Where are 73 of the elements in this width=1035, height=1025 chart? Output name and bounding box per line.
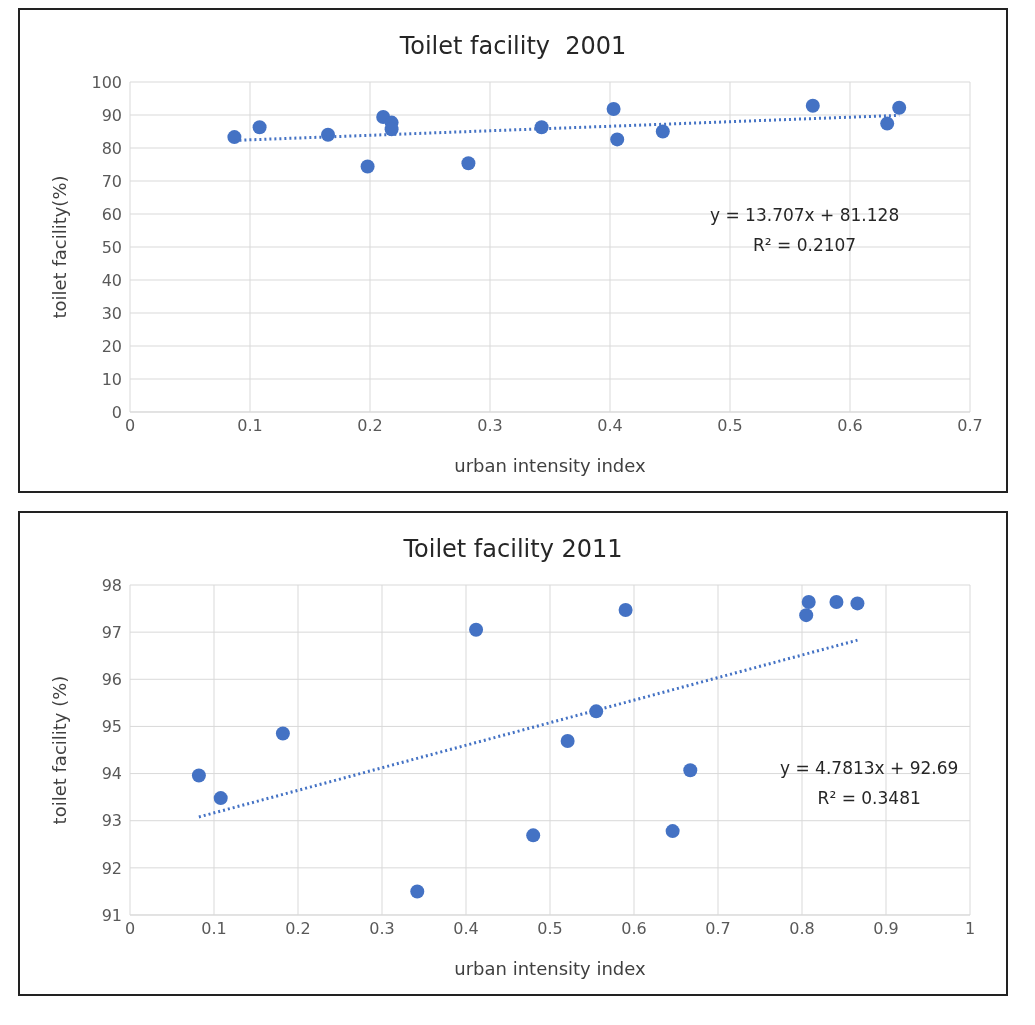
x-tick-label: 0.4	[453, 919, 479, 939]
y-tick-label: 95	[101, 717, 122, 737]
y-tick-label: 97	[101, 622, 122, 642]
x-tick-label: 0.8	[789, 919, 815, 939]
point	[191, 768, 206, 783]
point	[213, 791, 228, 806]
point	[275, 726, 290, 741]
y-tick-label: 92	[101, 858, 122, 878]
y-tick-label: 80	[101, 138, 122, 158]
point	[892, 100, 907, 115]
y-tick-label: 70	[101, 171, 122, 191]
y-tick-label: 50	[101, 237, 122, 257]
chart-title: Toilet facility 2011	[402, 535, 624, 565]
x-tick-label: 0.3	[477, 416, 503, 436]
y-tick-label: 98	[101, 575, 122, 595]
x-tick-label: 0.6	[621, 919, 647, 939]
annotation: R² = 0.3481	[816, 787, 922, 810]
point	[850, 596, 865, 611]
x-tick-label: 1	[964, 919, 976, 939]
point	[321, 127, 335, 142]
point	[560, 734, 575, 749]
y-tick-label: 30	[101, 303, 122, 323]
y-tick-label: 60	[101, 204, 122, 224]
annotation: y = 4.7813x + 92.69	[780, 757, 959, 780]
x-tick-label: 0.2	[357, 416, 383, 436]
y-tick-label: 100	[91, 72, 122, 92]
y-axis-title: toilet facility (%)	[49, 675, 71, 825]
point	[469, 622, 484, 637]
y-tick-label: 20	[101, 336, 122, 356]
y-tick-label: 94	[101, 764, 122, 784]
point	[799, 608, 814, 623]
x-tick-label: 0.5	[717, 416, 743, 436]
x-tick-label: 0.7	[957, 416, 983, 436]
point	[360, 159, 375, 174]
x-tick-label: 0	[124, 919, 136, 939]
point	[252, 120, 267, 135]
x-axis-title: urban intensity index	[454, 958, 647, 979]
x-tick-label: 0.7	[705, 919, 731, 939]
point	[829, 594, 844, 609]
x-tick-label: 0.6	[837, 416, 863, 436]
y-axis-title: toilet facility(%)	[49, 175, 71, 319]
point	[618, 602, 633, 617]
annotation: R² = 0.2107	[752, 234, 858, 257]
point	[461, 156, 476, 171]
point	[801, 594, 816, 609]
y-tick-label: 90	[101, 105, 122, 125]
point	[665, 824, 680, 839]
chart-title: Toilet facility 2001	[398, 32, 628, 62]
x-tick-label: 0.3	[369, 919, 395, 939]
x-tick-label: 0	[124, 416, 136, 436]
y-tick-label: 10	[101, 369, 122, 389]
point	[606, 102, 621, 117]
x-tick-label: 0.2	[285, 919, 311, 939]
point	[655, 124, 670, 139]
point	[683, 763, 698, 778]
x-tick-label: 0.1	[237, 416, 263, 436]
annotation: y = 13.707x + 81.128	[710, 204, 900, 227]
y-tick-label: 40	[101, 270, 122, 290]
point	[805, 98, 820, 113]
x-tick-label: 0.4	[597, 416, 623, 436]
x-axis-title: urban intensity index	[454, 455, 647, 476]
point	[227, 130, 242, 145]
y-tick-label: 96	[101, 669, 122, 689]
point	[526, 828, 541, 843]
x-tick-label: 0.5	[537, 919, 563, 939]
y-tick-label: 0	[111, 402, 122, 422]
x-tick-label: 0.9	[873, 919, 899, 939]
x-tick-label: 0.1	[201, 919, 227, 939]
point	[880, 116, 895, 131]
y-tick-label: 91	[101, 905, 122, 925]
point	[610, 132, 625, 147]
y-tick-label: 93	[101, 811, 122, 831]
point	[410, 884, 425, 899]
